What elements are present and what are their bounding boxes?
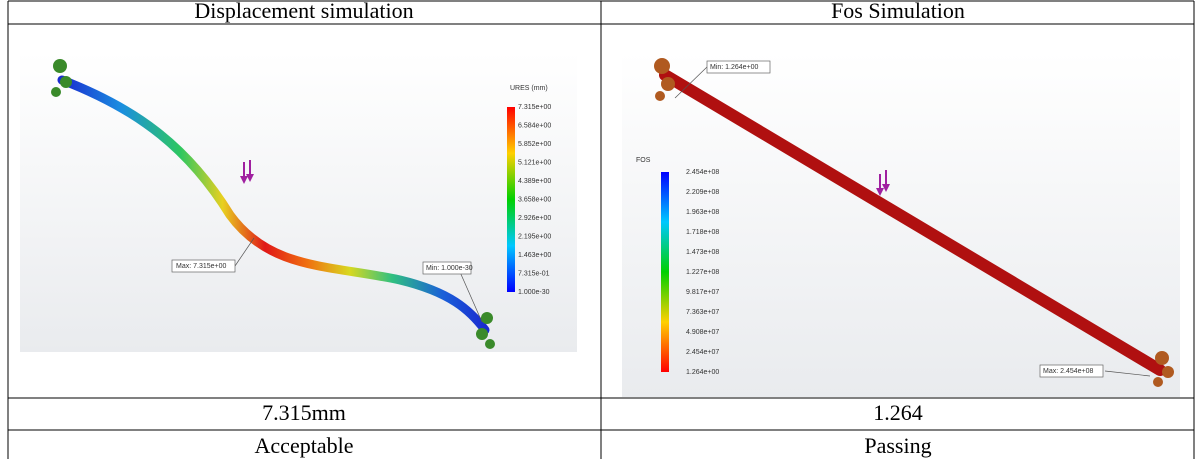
min-label: Min: 1.000e-30 xyxy=(426,265,473,272)
legend-label: 2.209e+08 xyxy=(686,189,719,196)
legend-label: 7.363e+07 xyxy=(686,309,719,316)
legend-label: 4.389e+00 xyxy=(518,178,551,185)
legend-label: 3.658e+00 xyxy=(518,196,551,203)
legend-label: 1.227e+08 xyxy=(686,269,719,276)
document-page: Displacement simulation Fos Simulation M… xyxy=(0,0,1202,459)
result-cell: 1.264 xyxy=(873,400,923,425)
legend-label: 2.926e+00 xyxy=(518,215,551,222)
legend-label: 1.463e+00 xyxy=(518,252,551,259)
legend-label: 7.315e-01 xyxy=(518,270,550,277)
legend-title: FOS xyxy=(636,157,651,164)
legend-label: 2.195e+00 xyxy=(518,233,551,240)
legend-label: 5.121e+00 xyxy=(518,159,551,166)
legend-label: 5.852e+00 xyxy=(518,141,551,148)
legend-label: 1.963e+08 xyxy=(686,209,719,216)
header-cell: Displacement simulation xyxy=(194,0,413,23)
result-cell: 7.315mm xyxy=(262,400,346,425)
min-label: Min: 1.264e+00 xyxy=(710,64,759,71)
status-cell: Passing xyxy=(864,433,931,458)
status-cell: Acceptable xyxy=(255,433,354,458)
legend-label: 2.454e+07 xyxy=(686,349,719,356)
legend-title: URES (mm) xyxy=(510,85,548,92)
legend-label: 6.584e+00 xyxy=(518,122,551,129)
legend-label: 1.264e+00 xyxy=(686,369,719,376)
header-cell: Fos Simulation xyxy=(831,0,965,23)
legend-label: 4.908e+07 xyxy=(686,329,719,336)
legend-label: 1.718e+08 xyxy=(686,229,719,236)
legend-label: 2.454e+08 xyxy=(686,169,719,176)
max-label: Max: 2.454e+08 xyxy=(1043,368,1094,375)
displacement-image: Max: 7.315e+00 Min: 1.000e-30 URES (mm) … xyxy=(20,52,577,352)
legend-label: 9.817e+07 xyxy=(686,289,719,296)
max-label: Max: 7.315e+00 xyxy=(176,263,227,270)
legend-label: 7.315e+00 xyxy=(518,104,551,111)
fos-image: Min: 1.264e+00 Max: 2.454e+08 FOS 2.454e… xyxy=(622,52,1180,397)
legend-label: 1.000e-30 xyxy=(518,289,550,296)
legend-label: 1.473e+08 xyxy=(686,249,719,256)
